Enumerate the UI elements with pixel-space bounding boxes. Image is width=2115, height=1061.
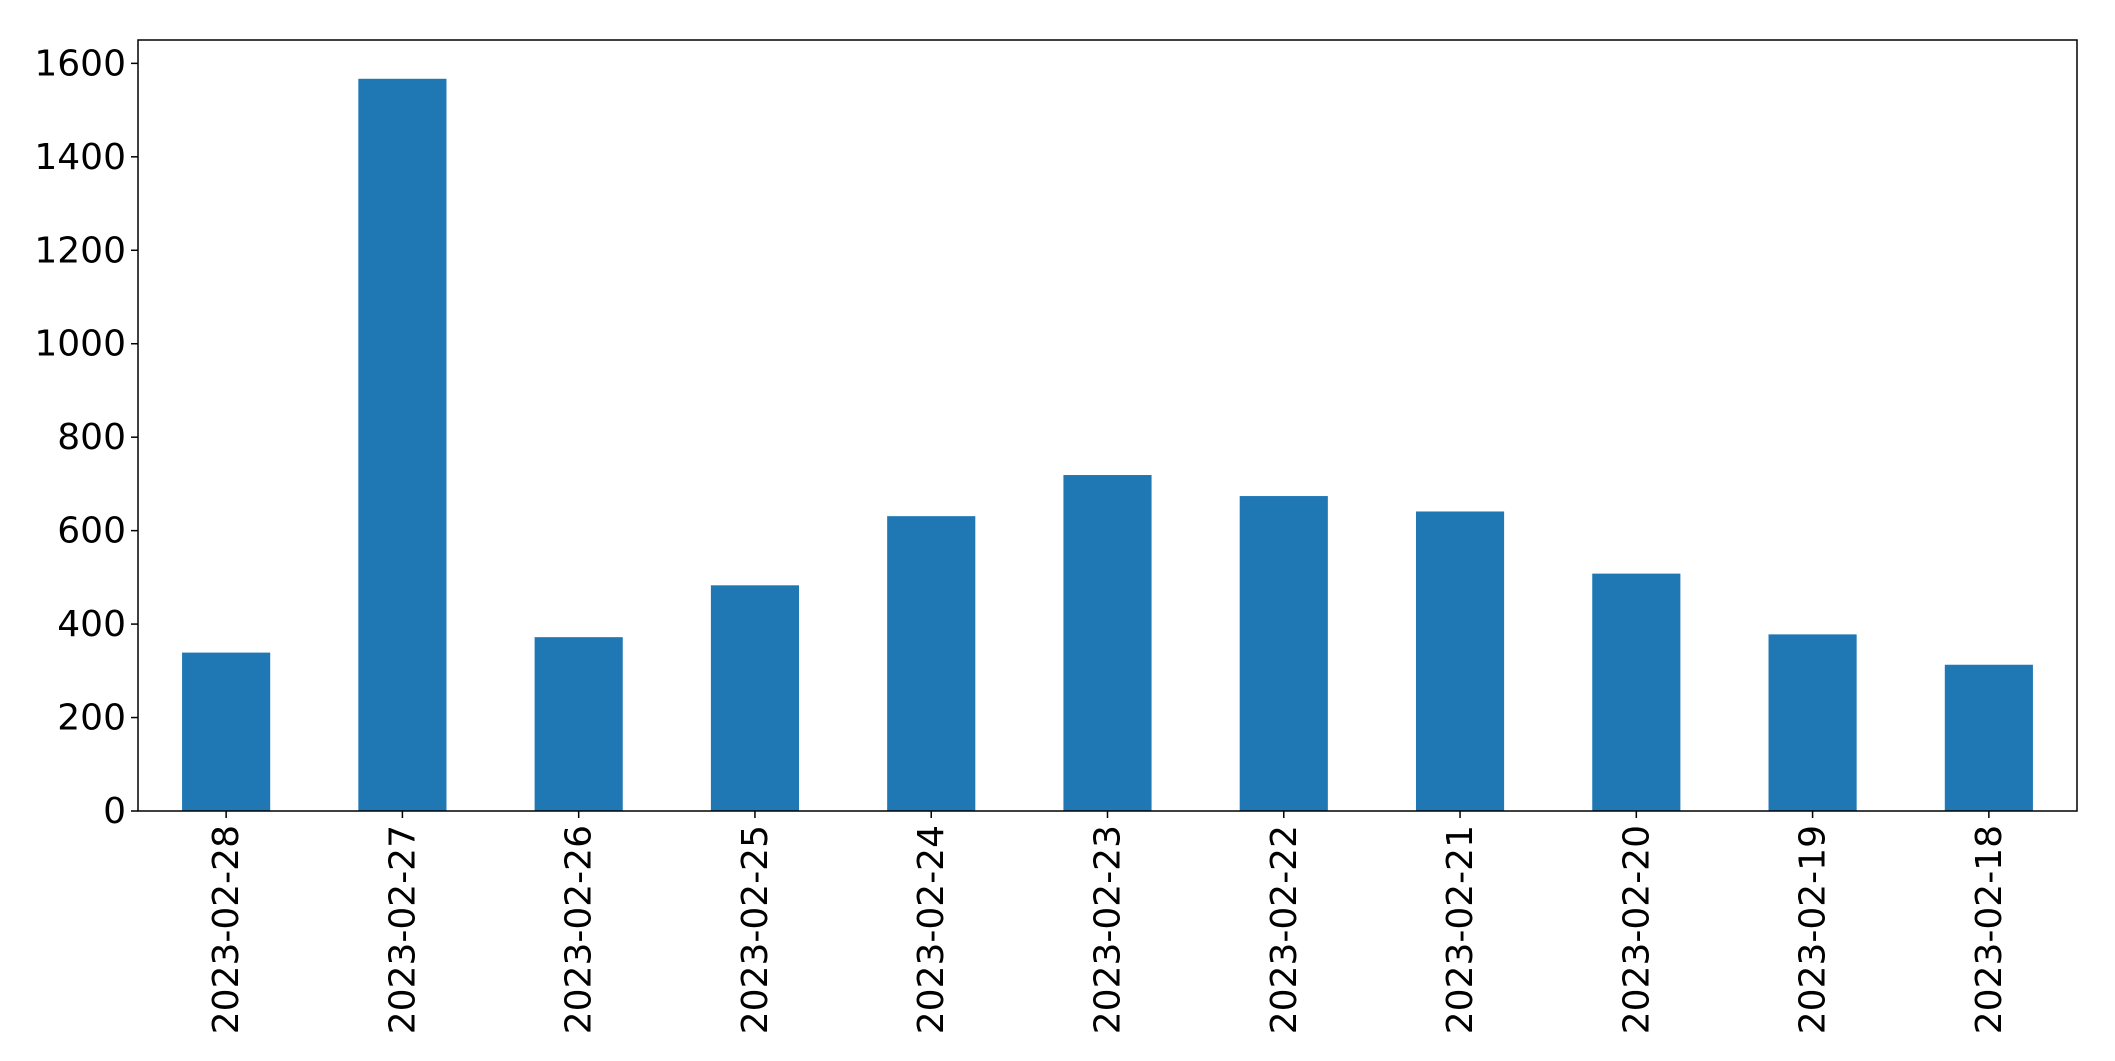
y-tick-label: 1600	[34, 43, 126, 84]
bars-layer	[182, 78, 2033, 812]
y-tick-label: 1200	[34, 230, 126, 271]
bar-2023-02-25	[710, 585, 800, 811]
y-tick-label: 600	[57, 511, 126, 552]
y-tick-label: 800	[57, 417, 126, 458]
x-tick-label: 2023-02-18	[1969, 825, 2010, 1034]
bar-2023-02-21	[1415, 511, 1505, 811]
x-tick-label: 2023-02-19	[1793, 825, 1834, 1034]
bar-2023-02-20	[1592, 573, 1681, 811]
bar-2023-02-26	[534, 637, 623, 811]
bar-2023-02-19	[1768, 634, 1857, 811]
x-tick-label: 2023-02-26	[559, 825, 600, 1034]
x-tick-label: 2023-02-23	[1088, 825, 1129, 1034]
x-axis: 2023-02-28 2023-02-27 2023-02-26 2023-02-25…	[206, 811, 2010, 1034]
bar-2023-02-18	[1944, 664, 2033, 811]
y-tick-label: 0	[103, 791, 126, 832]
bar-2023-02-28	[182, 652, 271, 811]
y-tick-label: 1000	[34, 324, 126, 365]
bar-2023-02-24	[887, 516, 976, 811]
y-tick-label: 200	[57, 698, 126, 739]
x-tick-label: 2023-02-27	[382, 825, 423, 1034]
x-tick-label: 2023-02-25	[735, 825, 776, 1034]
y-tick-label: 1400	[34, 137, 126, 178]
bar-2023-02-22	[1239, 496, 1328, 811]
y-axis: 0 200 400 600 800 1000 1200 1400 1600	[34, 43, 138, 832]
x-tick-label: 2023-02-20	[1616, 825, 1657, 1034]
x-tick-label: 2023-02-21	[1440, 825, 1481, 1034]
plot-frame	[137, 39, 2078, 812]
y-tick-label: 400	[57, 604, 126, 645]
bar-2023-02-23	[1063, 475, 1152, 811]
x-tick-label: 2023-02-24	[911, 825, 952, 1034]
x-tick-label: 2023-02-22	[1264, 825, 1305, 1034]
x-tick-label: 2023-02-28	[206, 825, 247, 1034]
bar-2023-02-27	[358, 78, 447, 812]
